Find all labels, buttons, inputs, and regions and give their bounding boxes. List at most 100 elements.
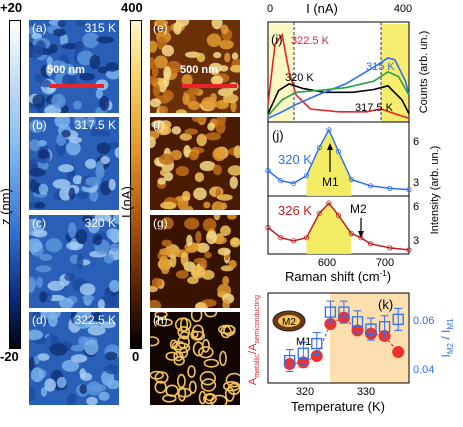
current-grain: [154, 55, 168, 69]
current-grain: [206, 33, 222, 47]
panel-j-ytick-bot-6: 6: [413, 201, 419, 213]
current-grain: [196, 133, 207, 147]
afm-grain: [32, 229, 48, 238]
panel-j-m1: M1: [322, 175, 339, 189]
current-grain: [187, 100, 201, 111]
current-grain: [162, 90, 174, 101]
afm-grain: [108, 294, 119, 308]
current-grain: [175, 270, 189, 279]
panel-k-red-point: [324, 318, 337, 330]
afm-grain: [108, 178, 116, 191]
current-grain: [171, 126, 182, 135]
panel-i-ann-315: 315 K: [366, 61, 395, 73]
current-panel: (f): [150, 117, 240, 210]
afm-grain: [29, 238, 43, 253]
current-grain: [152, 83, 161, 97]
panel-k-blue-point: [284, 354, 296, 367]
panel-k-inset-m2: M2: [282, 317, 296, 328]
current-grain: [188, 380, 197, 394]
afm-grain: [56, 376, 67, 388]
current-grain: [181, 74, 193, 86]
current-grain: [161, 44, 174, 57]
panel-i-series-line: [267, 32, 410, 120]
afm-grain: [29, 179, 38, 193]
afm-panel-label: (c): [32, 216, 46, 230]
current-grain: [160, 263, 170, 275]
afm-grain: [65, 141, 81, 156]
current-grain: [196, 52, 206, 63]
current-grain: [224, 386, 235, 402]
current-grain: [185, 51, 201, 58]
afm-grain: [29, 279, 35, 294]
afm-texture: [29, 215, 119, 308]
afm-grain: [72, 175, 83, 185]
afm-panel-temperature: 320 K: [84, 216, 116, 230]
current-grain: [212, 147, 226, 162]
current-grain: [219, 350, 227, 367]
afm-grain: [30, 367, 44, 383]
current-grain: [154, 312, 168, 319]
afm-panel-temperature: 315 K: [84, 21, 116, 35]
afm-grain: [34, 201, 46, 209]
panel-k: (k) M2 M1 320 330 Temperature (K) 0.06 0…: [247, 292, 455, 414]
current-grain: [207, 122, 215, 131]
current-grain: [218, 324, 236, 335]
afm-grain: [79, 72, 96, 81]
panel-k-blue-point: [297, 347, 309, 359]
current-grain: [159, 105, 169, 113]
panel-k-blue-point: [351, 316, 364, 328]
afm-grain: [70, 354, 88, 363]
current-grain: [195, 230, 202, 244]
afm-panel-temperature: 317.5 K: [74, 118, 116, 132]
current-texture: [150, 117, 240, 210]
current-grain: [150, 299, 162, 308]
current-panel-label: (g): [153, 216, 168, 230]
afm-grain: [73, 100, 82, 110]
panel-j-fit-line: [267, 201, 410, 251]
afm-panel: (d) 322.5 K: [29, 312, 119, 405]
panel-j: (j) 320 K 326 K M1 M2 600 700 6 3 6 3 In…: [265, 121, 441, 284]
afm-grain: [68, 222, 77, 239]
scalebar-e: [182, 84, 237, 88]
panel-j-ytick-bot-3: 3: [413, 235, 419, 247]
current-grain: [173, 342, 191, 354]
afm-panel-label: (a): [32, 21, 47, 35]
afm-grain: [40, 387, 48, 397]
afm-grain: [75, 20, 86, 27]
afm-grain: [29, 158, 38, 171]
current-grain: [177, 335, 190, 350]
current-grain: [202, 218, 217, 232]
afm-grain: [106, 228, 118, 240]
afm-grain: [85, 117, 96, 128]
afm-grain: [91, 312, 103, 322]
afm-grain: [38, 183, 49, 195]
current-texture: [150, 20, 240, 113]
panel-k-label: (k): [378, 297, 393, 312]
afm-grain: [92, 234, 103, 246]
current-grain: [205, 132, 222, 141]
panel-k-blue-point: [378, 321, 391, 333]
current-grain: [193, 187, 207, 201]
panel-i-ann-3225: 322.5 K: [291, 35, 330, 47]
afm-grain: [59, 297, 74, 308]
current-grain: [227, 165, 240, 176]
current-grain: [220, 225, 231, 236]
afm-grain: [103, 253, 114, 264]
current-grain: [215, 99, 229, 110]
panel-k-red-point: [310, 350, 323, 362]
current-grain: [184, 128, 199, 135]
current-grain: [150, 285, 158, 293]
afm-grain: [49, 343, 68, 356]
current-grain: [225, 372, 240, 388]
panel-k-inset-inner: [278, 315, 300, 327]
current-grain: [160, 201, 177, 210]
panel-j-ytick-top-6: 6: [413, 136, 419, 148]
current-grain: [197, 346, 214, 359]
panel-i-top-tick-400: 400: [394, 3, 412, 15]
afm-grain: [105, 62, 119, 72]
afm-grain: [108, 141, 119, 149]
afm-grain: [74, 40, 84, 52]
current-grain: [211, 201, 225, 210]
current-grain: [213, 52, 222, 59]
